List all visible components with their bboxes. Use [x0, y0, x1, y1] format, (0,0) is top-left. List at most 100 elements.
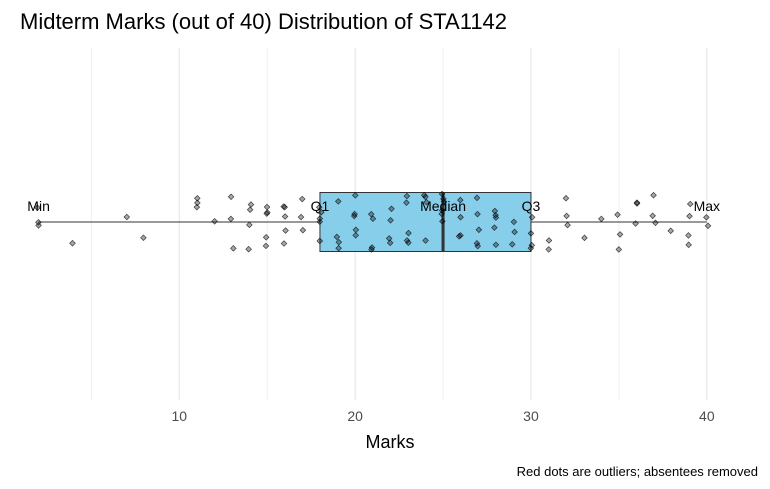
data-point — [388, 205, 395, 213]
data-point — [511, 228, 518, 236]
data-point — [280, 203, 287, 210]
data-point — [262, 233, 270, 241]
data-point — [211, 217, 218, 225]
data-point — [298, 195, 306, 203]
data-point — [438, 190, 446, 198]
data-point — [123, 213, 131, 221]
data-point — [508, 241, 516, 248]
data-point — [422, 193, 429, 201]
data-point — [247, 201, 255, 208]
data-point — [368, 246, 375, 253]
data-point — [633, 199, 641, 206]
data-point — [245, 245, 252, 253]
data-point — [246, 206, 254, 214]
annotations: Min Q1 Median Q3 Max — [27, 198, 720, 214]
chart-title: Midterm Marks (out of 40) Distribution o… — [20, 9, 507, 34]
data-point — [528, 213, 536, 221]
data-point — [194, 199, 201, 207]
data-point — [318, 208, 325, 216]
data-point — [34, 204, 41, 211]
data-point — [473, 194, 481, 202]
data-point — [263, 203, 271, 211]
data-point — [474, 210, 481, 218]
annotation-label: Median — [420, 198, 466, 214]
data-point — [405, 229, 412, 237]
data-point — [386, 239, 394, 247]
data-point — [227, 215, 235, 223]
data-point — [282, 227, 289, 234]
data-point — [492, 241, 500, 249]
data-point — [545, 237, 553, 244]
data-point — [704, 222, 712, 230]
data-point — [473, 240, 481, 247]
data-point — [528, 241, 536, 249]
x-axis-ticks: 10 20 30 40 — [171, 408, 714, 424]
data-point — [438, 210, 446, 218]
data-point — [403, 237, 411, 244]
data-points — [34, 190, 712, 253]
data-point — [422, 237, 429, 244]
data-point — [403, 199, 410, 206]
data-point — [387, 216, 394, 224]
data-point — [405, 239, 412, 246]
data-point — [262, 242, 270, 250]
data-point — [297, 213, 305, 221]
data-point — [334, 198, 342, 205]
data-point — [35, 219, 42, 226]
annotation-label: Max — [694, 198, 720, 214]
data-point — [598, 215, 605, 223]
data-point — [703, 214, 710, 221]
data-point — [316, 237, 324, 245]
chart-caption: Red dots are outliers; absentees removed — [517, 464, 758, 479]
annotation-label: Q1 — [311, 198, 330, 214]
data-point — [581, 234, 588, 242]
data-point — [615, 246, 623, 253]
data-point — [652, 219, 659, 227]
data-point — [614, 211, 621, 218]
data-point — [264, 209, 271, 216]
x-tick-label: 30 — [523, 408, 539, 424]
data-point — [335, 238, 343, 246]
data-point — [403, 192, 411, 200]
data-point — [352, 231, 359, 239]
data-point — [263, 210, 271, 217]
data-point — [545, 246, 552, 253]
data-point — [351, 192, 359, 199]
data-point — [230, 245, 237, 252]
annotation-label: Min — [27, 198, 50, 214]
data-point — [315, 203, 323, 211]
data-point — [438, 207, 446, 214]
data-point — [491, 224, 498, 231]
data-point — [667, 227, 675, 235]
data-point — [193, 203, 201, 211]
data-point — [563, 212, 570, 220]
x-axis-title: Marks — [366, 432, 415, 452]
data-point — [685, 232, 692, 239]
x-tick-label: 20 — [347, 408, 363, 424]
data-point — [649, 212, 656, 220]
data-point — [440, 195, 447, 203]
data-point — [650, 191, 657, 199]
data-point — [564, 221, 571, 229]
data-point — [510, 218, 518, 226]
annotation-label: Q3 — [522, 198, 541, 214]
data-point — [299, 226, 307, 234]
data-point — [457, 196, 464, 204]
data-point — [280, 240, 288, 247]
data-point — [227, 193, 235, 201]
data-point — [246, 221, 253, 229]
data-point — [335, 244, 342, 252]
data-point — [333, 233, 341, 241]
data-point — [194, 194, 201, 202]
data-point — [457, 213, 464, 221]
data-point — [491, 207, 499, 215]
data-point — [632, 220, 639, 227]
data-point — [369, 215, 377, 222]
data-point — [492, 214, 500, 221]
data-point — [616, 231, 624, 238]
data-point — [69, 239, 76, 247]
data-point — [686, 212, 693, 220]
data-point — [316, 215, 324, 222]
data-point — [350, 212, 358, 220]
